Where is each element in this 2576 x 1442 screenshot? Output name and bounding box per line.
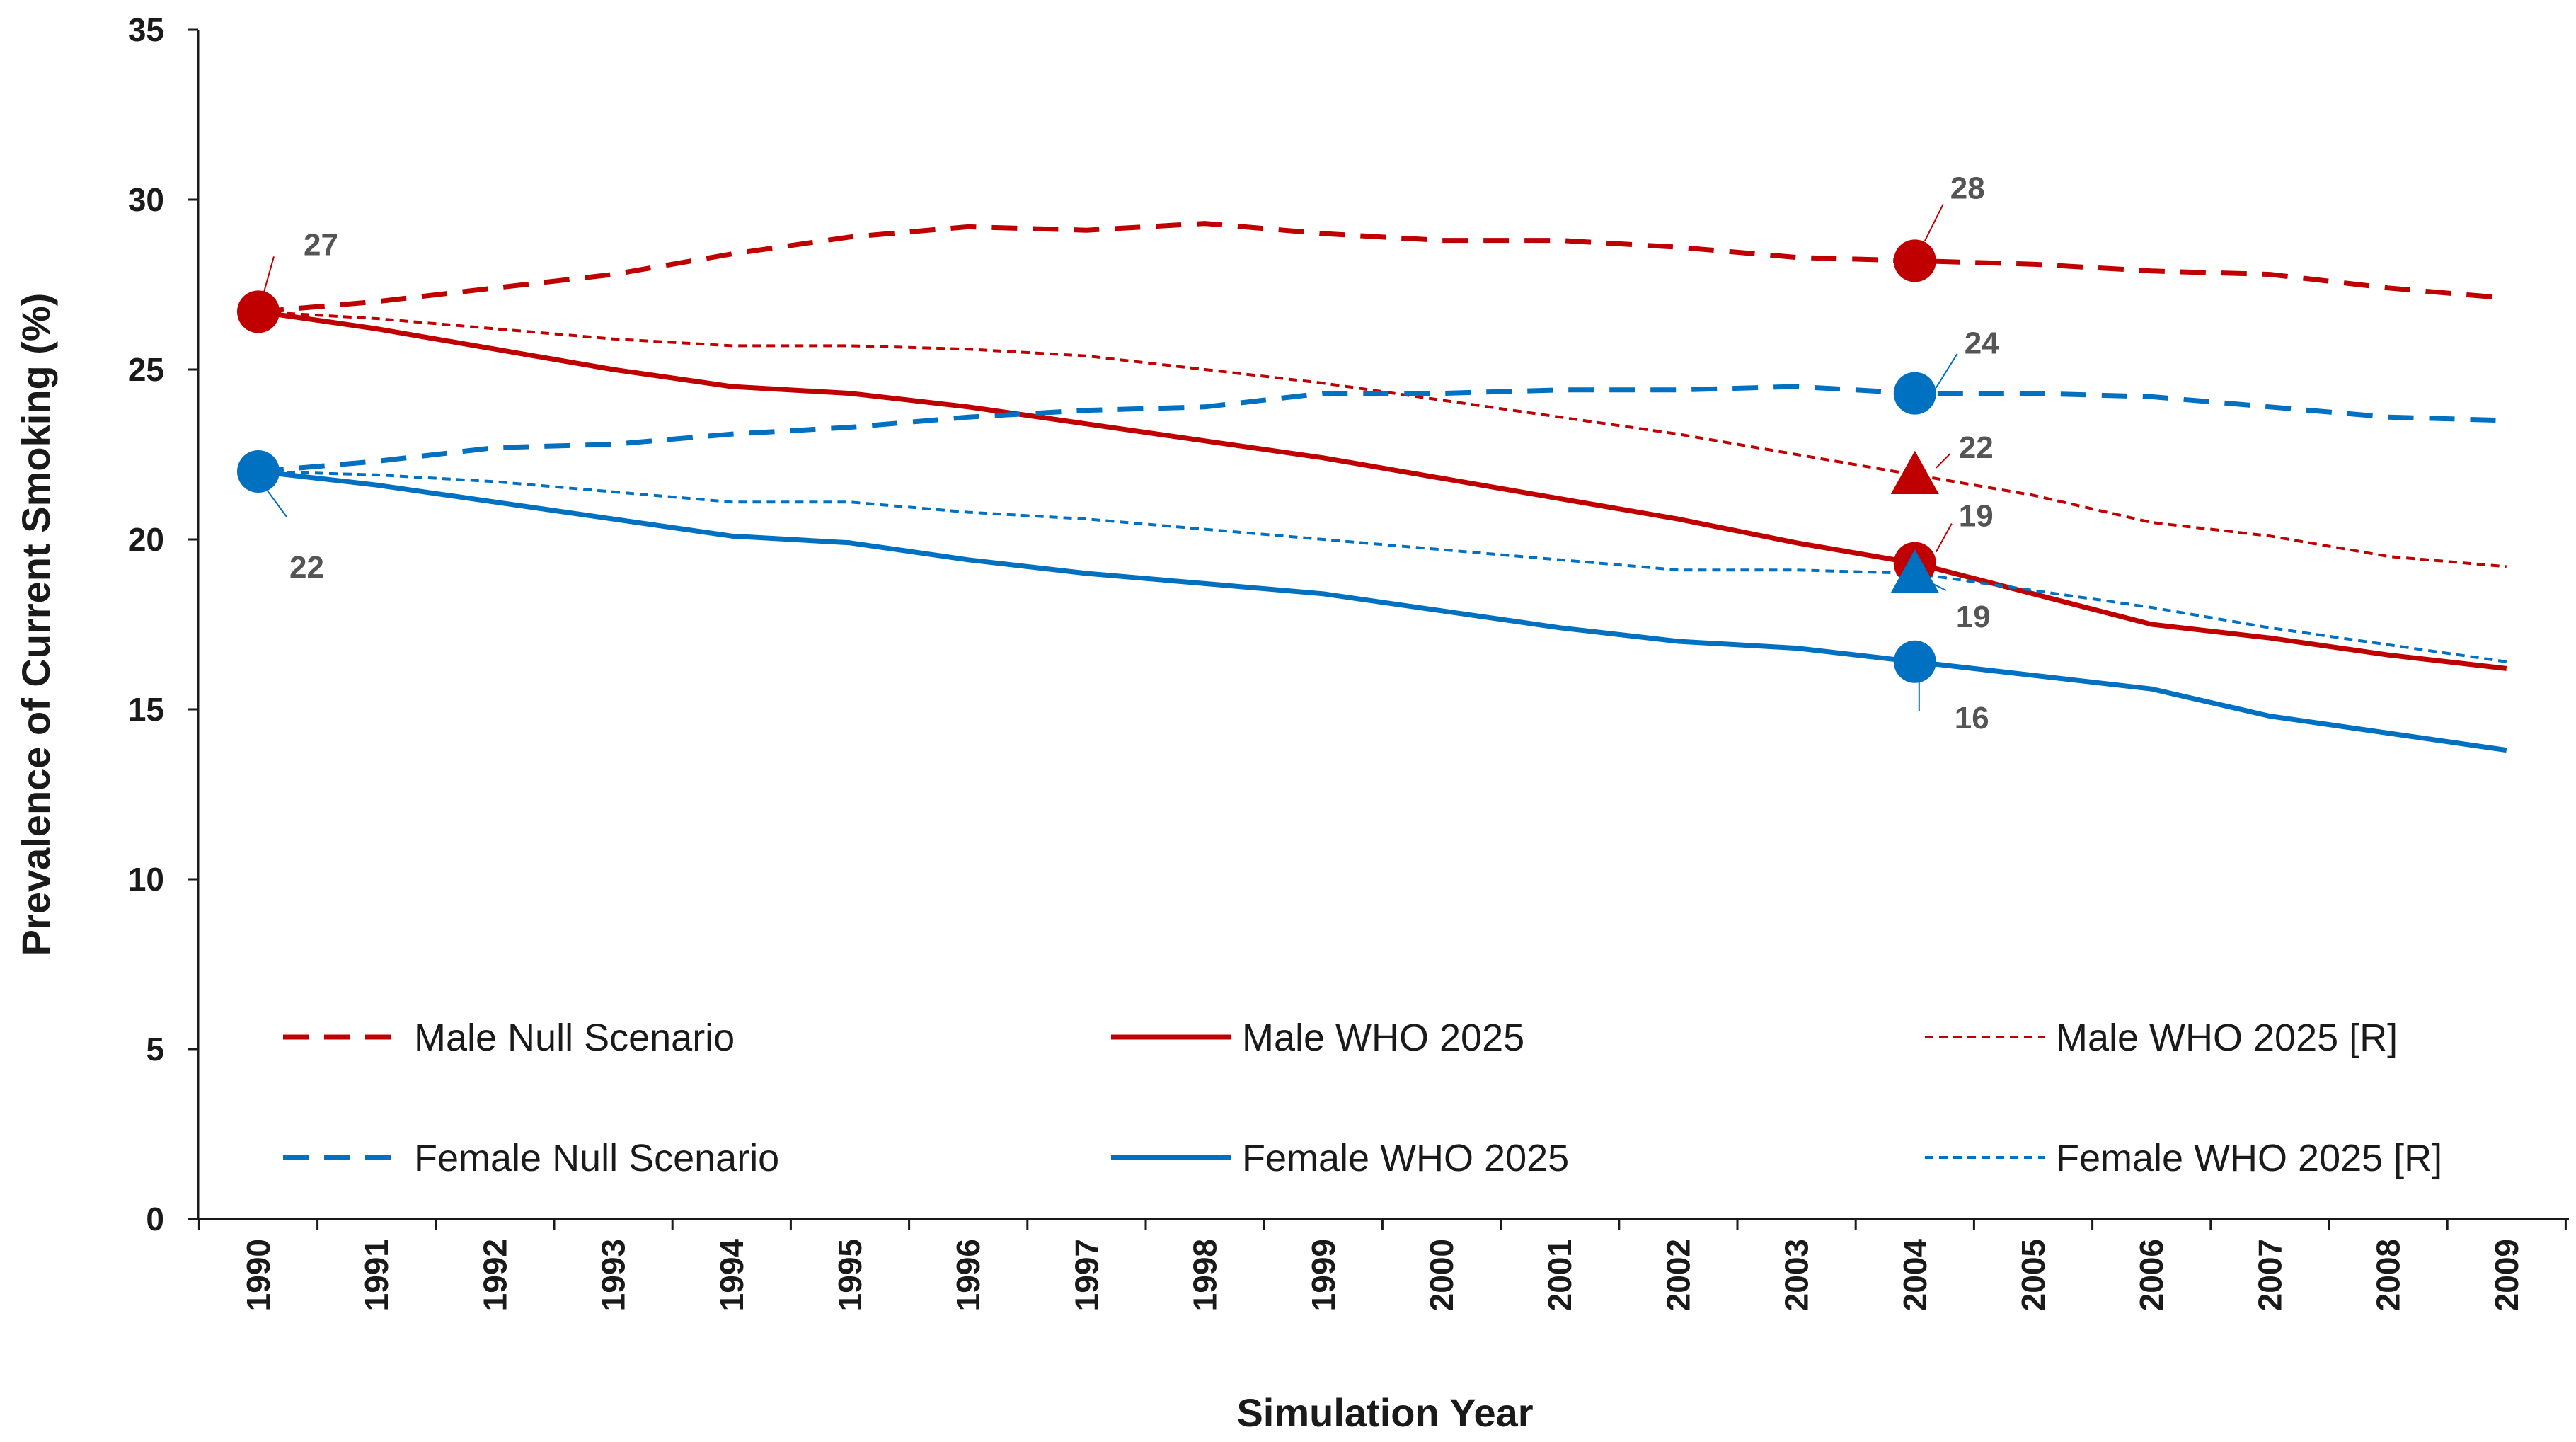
x-tick-label: 2001	[1541, 1239, 1578, 1311]
x-tick-label: 2006	[2133, 1239, 2170, 1311]
annotation-leader	[1936, 453, 1951, 469]
marker-circle	[237, 450, 280, 493]
x-tick-label: 2002	[1660, 1239, 1696, 1311]
series-line-0	[258, 221, 2507, 314]
x-tick-label: 2004	[1897, 1239, 1933, 1312]
annotation-leader	[1924, 203, 1944, 241]
legend-label-2: Male WHO 2025 [R]	[2056, 1017, 2398, 1059]
annotation-leader	[263, 256, 275, 292]
data-label: 19	[1956, 600, 1991, 634]
x-tick-label: 1994	[713, 1239, 750, 1312]
x-tick-label: 2008	[2370, 1239, 2407, 1311]
highlight-markers: 27 22 28 24 22 19 19 16	[237, 171, 1999, 736]
annotation-leader	[1935, 353, 1958, 389]
x-tick-label: 1995	[832, 1239, 868, 1311]
data-label: 28	[1950, 171, 1985, 205]
x-tick-label: 1999	[1305, 1239, 1342, 1311]
marker-circle	[1893, 239, 1936, 282]
x-tick-label: 1993	[595, 1239, 632, 1311]
data-label: 24	[1965, 326, 1999, 361]
x-tick-label: 1996	[950, 1239, 987, 1311]
legend-label-1: Male WHO 2025	[1242, 1017, 1524, 1059]
y-tick-label: 20	[128, 521, 164, 558]
legend-label-5: Female WHO 2025 [R]	[2056, 1137, 2442, 1179]
annotation-leader	[266, 489, 287, 517]
y-axis-title: Prevalence of Current Smoking (%)	[13, 293, 58, 956]
marker-triangle	[1890, 450, 1939, 494]
annotation-leader	[1935, 523, 1953, 553]
legend: Male Null Scenario Male WHO 2025 Male WHO …	[283, 1017, 2442, 1179]
x-tick-label: 1997	[1068, 1239, 1105, 1311]
y-tick-label: 35	[128, 11, 164, 48]
y-tick-label: 15	[128, 691, 164, 728]
legend-label-3: Female Null Scenario	[414, 1137, 779, 1179]
x-axis-title: Simulation Year	[1236, 1390, 1533, 1435]
x-ticks: 1990 1991 1992 1993 1994 1995 1996 1997 1998 1999…	[197, 1219, 2567, 1312]
data-label: 22	[289, 550, 324, 585]
legend-label-0: Male Null Scenario	[414, 1017, 735, 1059]
y-tick-label: 5	[146, 1031, 164, 1068]
y-ticks: 0 5 10 15 20 25 30 35	[128, 11, 198, 1237]
x-tick-label: 2005	[2015, 1239, 2052, 1311]
series-line-4	[258, 469, 2507, 753]
axes	[197, 30, 2569, 1220]
x-tick-label: 1998	[1187, 1239, 1224, 1311]
x-tick-label: 1990	[240, 1239, 277, 1311]
x-tick-label: 1992	[476, 1239, 513, 1311]
y-tick-label: 0	[146, 1201, 164, 1237]
data-label: 22	[1959, 430, 1994, 465]
x-tick-label: 2009	[2488, 1239, 2525, 1311]
y-tick-label: 30	[128, 181, 164, 218]
series-lines	[258, 221, 2507, 753]
x-tick-label: 1991	[358, 1239, 395, 1311]
marker-circle	[237, 290, 280, 333]
series-line-5	[258, 470, 2507, 663]
series-line-3	[258, 384, 2507, 474]
y-tick-label: 10	[128, 861, 164, 898]
series-line-2	[258, 310, 2507, 568]
data-label: 27	[304, 227, 338, 262]
annotation-leader	[1931, 583, 1947, 591]
data-label: 16	[1955, 701, 1989, 736]
x-tick-label: 2007	[2251, 1239, 2288, 1311]
x-tick-label: 2003	[1778, 1239, 1815, 1311]
marker-circle	[1893, 372, 1936, 415]
y-tick-label: 25	[128, 351, 164, 388]
legend-label-4: Female WHO 2025	[1242, 1137, 1569, 1179]
marker-triangle	[1890, 549, 1939, 593]
x-tick-label: 2000	[1423, 1239, 1460, 1311]
series-line-1	[258, 309, 2507, 671]
data-label: 19	[1959, 499, 1994, 534]
marker-circle	[1893, 640, 1936, 683]
